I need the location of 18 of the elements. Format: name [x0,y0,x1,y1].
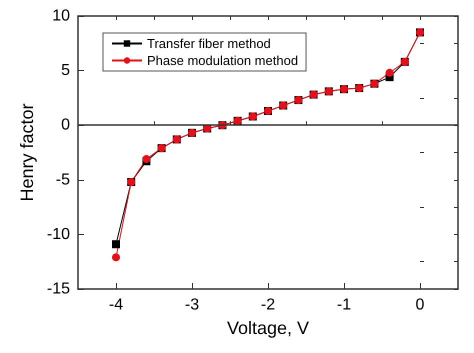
x-tick-label: -1 [336,296,352,314]
x-tick-label: -3 [184,296,200,314]
y-tick-label: 10 [52,8,70,24]
y-tick-label: 0 [61,116,70,134]
y-tick-label: -10 [46,226,70,243]
x-axis-title: Voltage, V [226,318,310,338]
x-tick-label: 0 [416,296,425,314]
x-tick-label: -2 [260,296,276,314]
point [386,68,394,77]
y-tick-label: -5 [56,171,70,188]
y-tick-label: -15 [46,280,70,298]
point [112,240,120,248]
y-tick-label: 5 [61,62,70,80]
y-axis-title: Henry factor [16,103,37,202]
legend-label: Transfer fiber method [147,36,271,51]
legend-label: Phase modulation method [147,53,298,68]
point [112,253,120,262]
x-tick-label: -4 [108,296,124,314]
